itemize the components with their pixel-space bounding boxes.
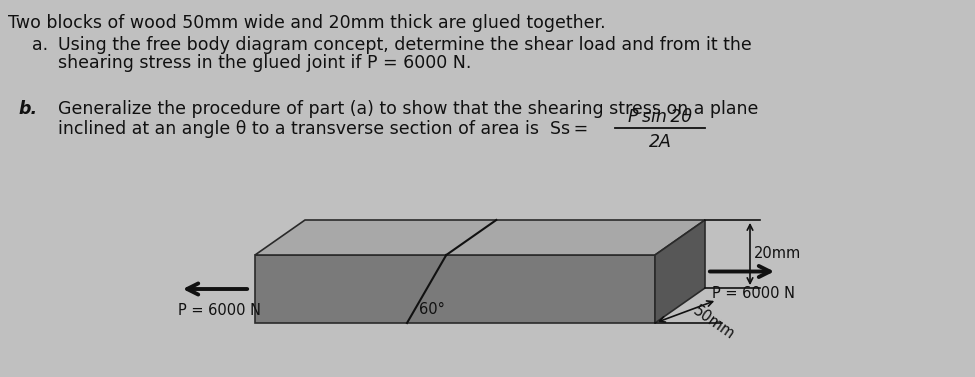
Text: P = 6000 N: P = 6000 N bbox=[178, 303, 261, 318]
Text: Two blocks of wood 50mm wide and 20mm thick are glued together.: Two blocks of wood 50mm wide and 20mm th… bbox=[8, 14, 605, 32]
Polygon shape bbox=[255, 255, 655, 323]
Text: 20mm: 20mm bbox=[754, 247, 801, 262]
Text: Generalize the procedure of part (a) to show that the shearing stress on a plane: Generalize the procedure of part (a) to … bbox=[58, 100, 759, 118]
Text: Using the free body diagram concept, determine the shear load and from it the: Using the free body diagram concept, det… bbox=[58, 36, 752, 54]
Text: 2A: 2A bbox=[648, 133, 672, 151]
Text: a.: a. bbox=[32, 36, 48, 54]
Text: P = 6000 N: P = 6000 N bbox=[712, 285, 795, 300]
Text: 50mm: 50mm bbox=[689, 303, 737, 343]
Polygon shape bbox=[655, 220, 705, 323]
Text: 60°: 60° bbox=[419, 302, 445, 317]
Text: b.: b. bbox=[18, 100, 37, 118]
Polygon shape bbox=[255, 220, 705, 255]
Text: P sin 2θ: P sin 2θ bbox=[628, 108, 692, 126]
Text: inclined at an angle θ to a transverse section of area is  Ss =: inclined at an angle θ to a transverse s… bbox=[58, 120, 588, 138]
Text: shearing stress in the glued joint if P = 6000 N.: shearing stress in the glued joint if P … bbox=[58, 54, 471, 72]
